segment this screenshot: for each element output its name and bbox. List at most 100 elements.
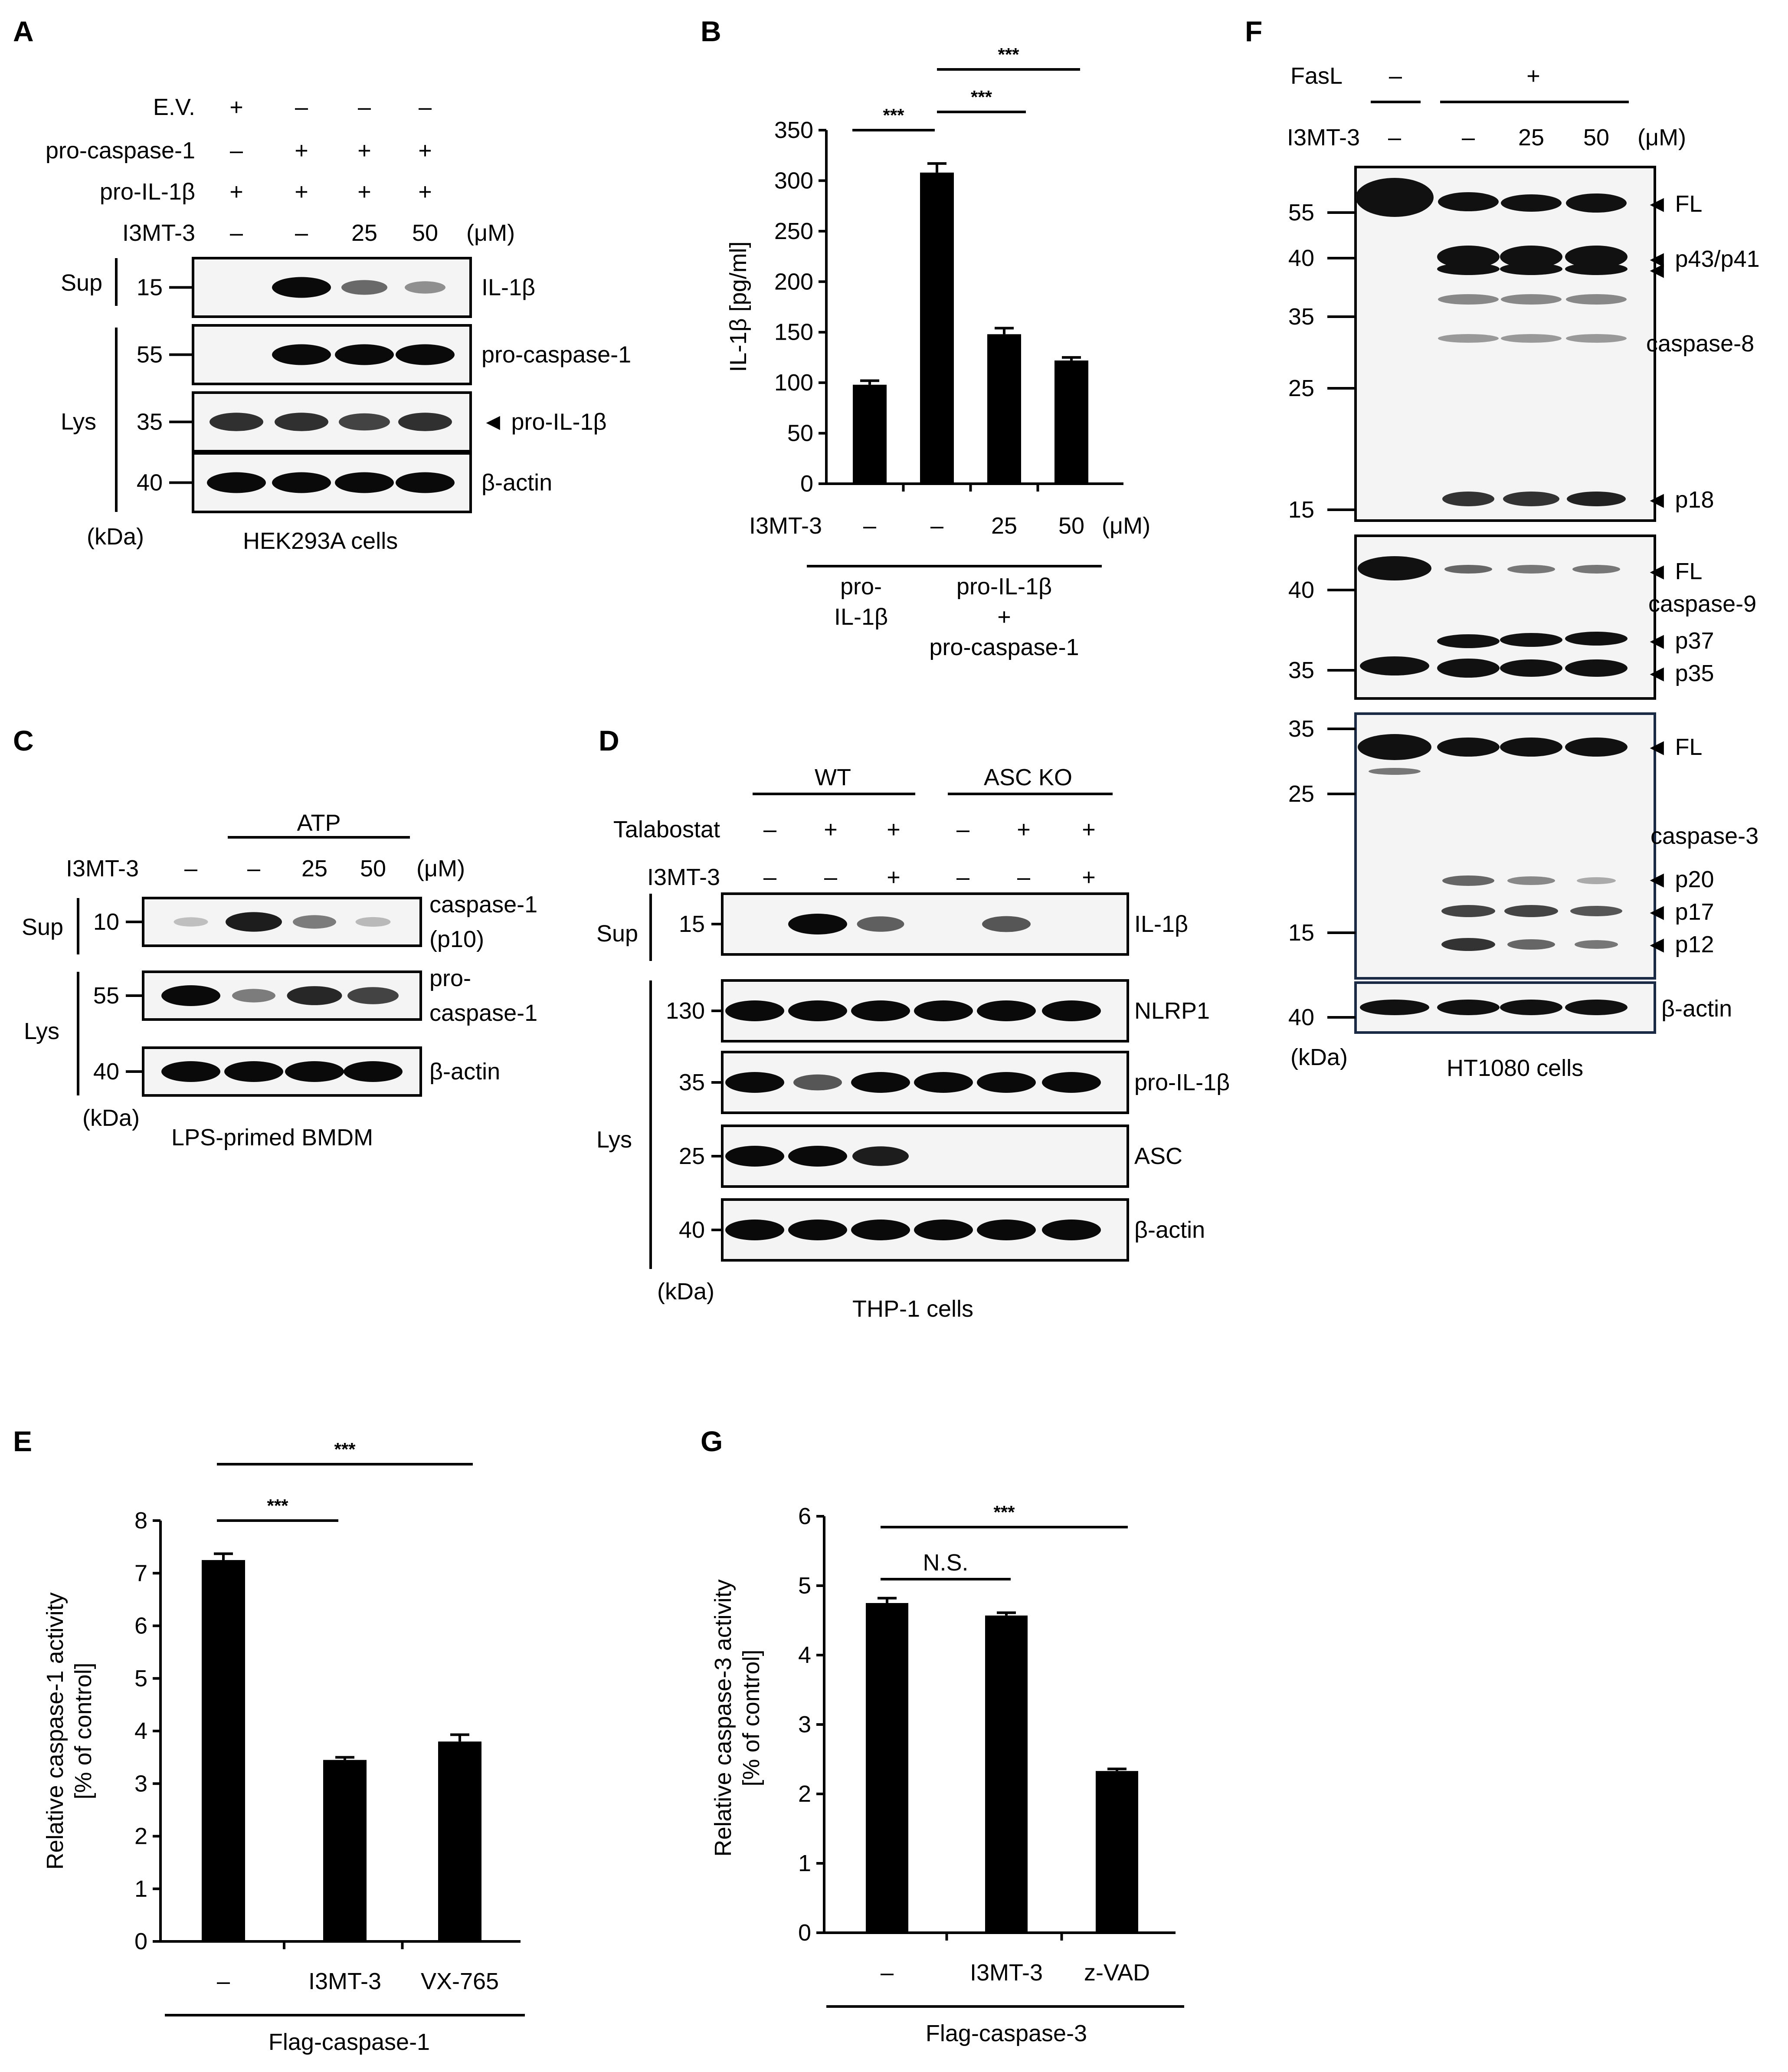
y-tick-label: 2	[134, 1823, 147, 1849]
blot-band	[788, 914, 847, 934]
panel-b: B 0 50 100 150 200 250 300 350 IL-1β [pg/ml] I3MT…	[701, 15, 1150, 660]
p17-label: ◄ p17	[1645, 899, 1714, 925]
y-tick-label: 3	[134, 1770, 147, 1797]
sup-label: Sup	[22, 914, 63, 940]
beta-actin-label: β-actin	[1661, 996, 1732, 1022]
x-category-label: –	[863, 513, 876, 539]
fl-label: ◄ FL	[1645, 558, 1702, 584]
kda-marker: 15	[679, 911, 705, 937]
atp-group-label: ATP	[297, 810, 341, 836]
kda-marker: 35	[137, 409, 163, 435]
blot-band	[725, 1220, 784, 1240]
blot-band	[232, 989, 275, 1003]
kda-marker: 130	[666, 998, 705, 1024]
x-row-label: I3MT-3	[749, 513, 822, 539]
blot-band	[405, 281, 445, 294]
unit-label: (μM)	[466, 220, 515, 246]
y-tick-label: 2	[798, 1781, 811, 1807]
condition-value: –	[358, 94, 371, 120]
condition-value: –	[1388, 125, 1401, 151]
y-tick-label: 3	[798, 1711, 811, 1738]
unit-label: (μM)	[416, 856, 465, 882]
panel-d-letter: D	[599, 725, 619, 757]
condition-label: I3MT-3	[66, 856, 139, 882]
fasl-plus: +	[1526, 63, 1540, 89]
panel-c-letter: C	[13, 725, 34, 757]
p37-label: ◄ p37	[1645, 628, 1714, 654]
bar	[1054, 360, 1088, 484]
group-label: Flag-caspase-1	[269, 2029, 430, 2055]
kda-label: (kDa)	[82, 1105, 140, 1131]
blot-panel	[721, 892, 1129, 956]
condition-label: pro-caspase-1	[46, 138, 195, 164]
caspase-8-blot	[1354, 166, 1656, 522]
panel-d-caption: THP-1 cells	[852, 1296, 973, 1322]
panel-a: A E.V. + – – – pro-caspase-1 – + + + pro-IL-1β + + + +…	[13, 15, 631, 554]
y-tick-label: 100	[774, 370, 813, 396]
bar	[853, 384, 887, 484]
blot-band	[788, 1000, 847, 1021]
y-tick-label: 150	[774, 319, 813, 345]
bar	[985, 1615, 1028, 1933]
blot-band	[793, 1074, 842, 1091]
y-axis-label: [% of control]	[738, 1649, 764, 1786]
protein-label: NLRP1	[1134, 998, 1210, 1024]
p43-p41-label: ◄ p43/p41	[1645, 246, 1760, 272]
blot-band	[275, 413, 328, 431]
kda-marker: 40	[137, 470, 163, 496]
wt-group-label: WT	[815, 764, 851, 790]
kda-marker: 55	[93, 983, 119, 1009]
blot-band	[725, 1072, 784, 1093]
condition-value: –	[295, 94, 308, 120]
blot-band	[852, 1146, 909, 1166]
group-label: +	[997, 604, 1011, 630]
condition-value: –	[184, 856, 197, 882]
unit-label: (μM)	[1637, 125, 1686, 151]
panel-g: G 0 1 2 3 4 5 6 Relative caspase-3 activity [% o…	[701, 1425, 1184, 2046]
panel-f: F FasL – + I3MT-3 – – 25 50 (μM) 55 40 35 25 15 ◄…	[1245, 15, 1760, 1081]
protein-label: IL-1β	[481, 275, 535, 301]
bar	[987, 334, 1021, 484]
kda-marker: 40	[679, 1217, 705, 1243]
bar	[438, 1741, 481, 1941]
asc-ko-group-label: ASC KO	[984, 764, 1072, 790]
panel-a-letter: A	[13, 15, 34, 47]
blot-band	[725, 1146, 784, 1167]
y-tick-label: 8	[134, 1508, 147, 1534]
panel-c-caption: LPS-primed BMDM	[171, 1125, 373, 1151]
lys-label: Lys	[596, 1127, 632, 1153]
blot-band	[161, 985, 220, 1006]
fl-label: ◄ FL	[1645, 191, 1702, 217]
condition-value: +	[887, 816, 901, 843]
y-tick-label: 0	[798, 1920, 811, 1946]
condition-value: +	[295, 179, 308, 205]
x-category-label: –	[930, 513, 943, 539]
kda-label: (kDa)	[87, 524, 144, 550]
condition-value: 50	[412, 220, 438, 246]
panel-f-caption: HT1080 cells	[1447, 1055, 1583, 1081]
y-tick-label: 300	[774, 167, 813, 193]
kda-marker: 25	[679, 1143, 705, 1169]
condition-value: –	[763, 816, 776, 843]
condition-value: +	[295, 138, 308, 164]
blot-band	[339, 413, 390, 431]
x-category-label: I3MT-3	[308, 1968, 381, 1994]
condition-value: +	[357, 179, 371, 205]
condition-value: –	[1462, 125, 1475, 151]
y-tick-label: 0	[134, 1928, 147, 1954]
y-tick-label: 6	[134, 1613, 147, 1639]
kda-marker: 55	[137, 342, 163, 368]
blot-band	[977, 1000, 1036, 1021]
fasl-minus: –	[1389, 63, 1402, 89]
p12-label: ◄ p12	[1645, 931, 1714, 957]
protein-label: IL-1β	[1134, 911, 1188, 937]
blot-band	[293, 915, 336, 929]
blot-band	[1042, 1072, 1101, 1093]
blot-band	[851, 1220, 910, 1240]
blot-band	[272, 344, 331, 365]
condition-value: 25	[301, 856, 327, 882]
group-label: Flag-caspase-3	[926, 2020, 1087, 2046]
protein-label: β-actin	[481, 470, 552, 496]
panel-b-letter: B	[701, 15, 721, 47]
